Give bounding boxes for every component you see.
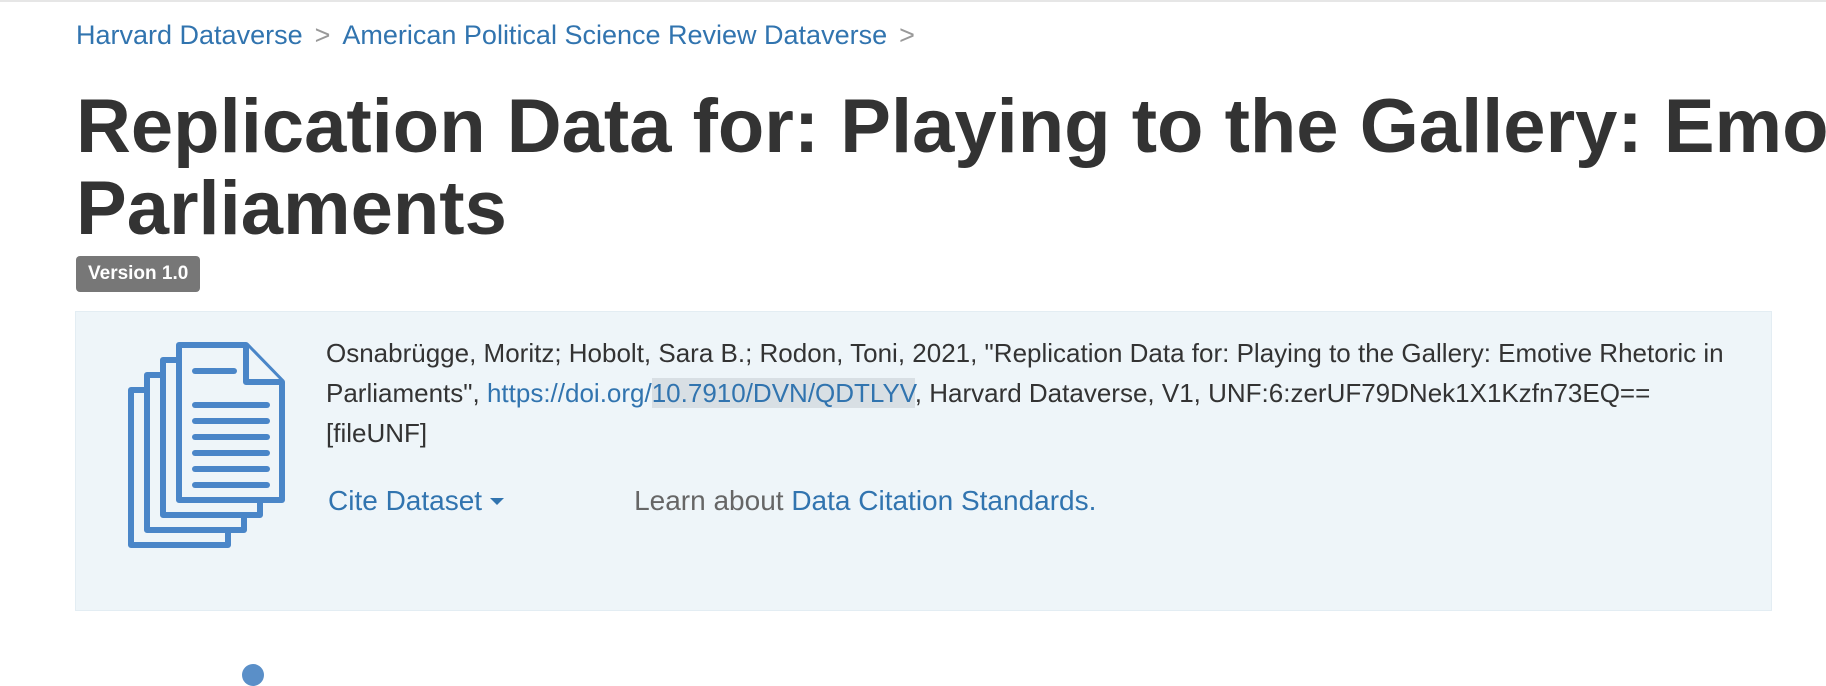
cite-dataset-label: Cite Dataset — [328, 485, 483, 516]
doi-link-highlighted: 10.7910/DVN/QDTLYV — [651, 378, 915, 408]
breadcrumb-harvard-dataverse[interactable]: Harvard Dataverse — [76, 20, 303, 50]
dataset-title-line-1: Replication Data for: Playing to the Gal… — [76, 86, 1826, 169]
partial-icon — [242, 664, 264, 686]
cite-dataset-button[interactable]: Cite Dataset — [328, 485, 505, 517]
version-badge: Version 1.0 — [76, 256, 201, 292]
citation-publisher-unf: , Harvard Dataverse, V1, UNF:6:zerUF79DN… — [326, 378, 1651, 448]
learn-about-prefix: Learn about — [634, 485, 792, 516]
dataset-title-line-2: Parliaments — [76, 166, 507, 250]
citation-authors-title: Osnabrügge, Moritz; Hobolt, Sara B.; Rod… — [326, 338, 1724, 408]
doi-link[interactable]: https://doi.org/10.7910/DVN/QDTLYV — [487, 378, 915, 408]
learn-about-text: Learn about Data Citation Standards. — [634, 485, 1096, 517]
citation-text: Osnabrügge, Moritz; Hobolt, Sara B.; Rod… — [326, 333, 1736, 453]
citation-actions: Cite Dataset Learn about Data Citation S… — [328, 485, 1096, 517]
caret-down-icon — [490, 497, 505, 505]
breadcrumb: Harvard Dataverse > American Political S… — [76, 20, 927, 51]
document-stack-icon — [128, 342, 285, 548]
breadcrumb-separator: > — [899, 20, 915, 50]
dataset-title: Replication Data for: Playing to the Gal… — [76, 86, 1826, 250]
data-citation-standards-link[interactable]: Data Citation Standards. — [791, 485, 1097, 516]
doi-link-prefix: https://doi.org/ — [486, 378, 652, 408]
citation-panel: Osnabrügge, Moritz; Hobolt, Sara B.; Rod… — [75, 311, 1772, 611]
breadcrumb-separator: > — [314, 20, 331, 50]
breadcrumb-apsr-dataverse[interactable]: American Political Science Review Datave… — [342, 20, 888, 50]
top-border — [0, 0, 1826, 2]
